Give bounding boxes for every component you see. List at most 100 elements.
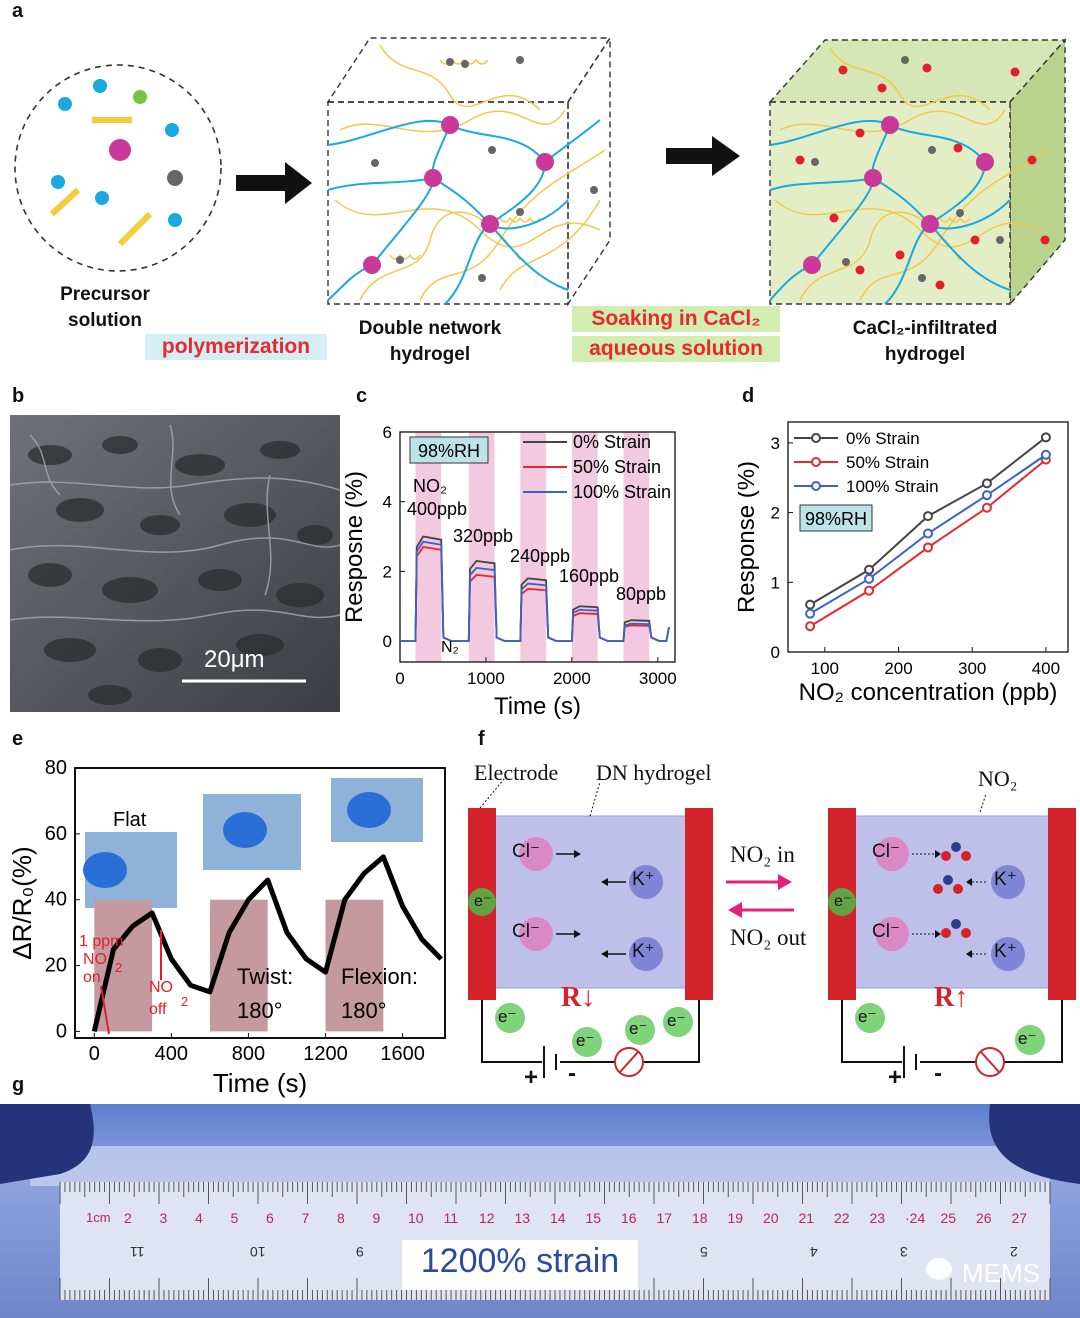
- no2-in-label: NO₂ in: [730, 842, 795, 867]
- shaded-interval: [571, 432, 598, 662]
- x-tick-label: 0: [395, 669, 404, 688]
- strain-label-box: [402, 1240, 638, 1290]
- x-tick-label: 1200: [303, 1043, 348, 1065]
- ruler-number: 19: [727, 1210, 744, 1226]
- ruler-number: 10: [250, 1244, 266, 1260]
- scale-bar-label: 20μm: [204, 646, 265, 673]
- flexion-label: Flexion:: [341, 964, 418, 989]
- arrow-in-icon: [778, 874, 792, 890]
- ruler-number: 5: [230, 1210, 239, 1226]
- electron-label: e⁻: [474, 893, 492, 910]
- series-line: [91, 854, 443, 1032]
- x-axis-label: Time (s): [213, 1068, 307, 1098]
- badge-label: 98%RH: [418, 441, 480, 461]
- series-line: [400, 540, 670, 642]
- double-network-cube: [326, 35, 612, 307]
- plot-frame: [787, 421, 1069, 653]
- ruler-number: 6: [266, 1210, 274, 1226]
- concentration-label: 400ppb: [407, 499, 467, 519]
- stretched-hydrogel-photo: [0, 1104, 1080, 1318]
- y-tick-label: 2: [771, 504, 780, 523]
- hydrogel-strip: [30, 1146, 1050, 1186]
- resistance-up: R↑: [934, 982, 969, 1013]
- n2-label: N₂: [441, 639, 459, 656]
- ruler-number: 5: [700, 1244, 708, 1260]
- battery-minus: -: [934, 1060, 942, 1087]
- ruler-number: 20: [763, 1210, 779, 1226]
- y-tick-label: 60: [45, 823, 67, 845]
- strain-label: 1200% strain: [420, 1242, 620, 1280]
- x-tick-label: 3000: [639, 669, 677, 688]
- ruler-number: 4: [195, 1210, 203, 1226]
- y-axis-label: Resposne (%): [345, 471, 368, 623]
- twist-degree: 180°: [237, 998, 283, 1023]
- ruler-number: 21: [798, 1210, 815, 1226]
- x-tick-label: 400: [1032, 659, 1060, 678]
- cl-label: Cl⁻: [872, 841, 900, 862]
- soaking-line2: aqueous solution: [572, 336, 780, 362]
- ruler-number: 4: [810, 1244, 818, 1260]
- on-label: on: [83, 969, 101, 986]
- electron-label: e⁻: [576, 1031, 595, 1050]
- concentration-label: 320ppb: [453, 526, 513, 546]
- twist-label: Twist:: [237, 964, 293, 989]
- legend-label: 0% Strain: [573, 432, 651, 452]
- panel-f-schematic: [468, 777, 1076, 1078]
- glove-left: [0, 1104, 94, 1184]
- ruler-unit: 1cm: [86, 1210, 111, 1225]
- cl-ion-icon: [519, 837, 553, 871]
- ruler-number: 23: [869, 1210, 886, 1226]
- legend-label: 100% Strain: [573, 482, 671, 502]
- on-label: NO: [83, 951, 107, 968]
- panel-label-g: g: [12, 1074, 25, 1096]
- x-axis-label: Time (s): [494, 693, 581, 720]
- glove-right: [989, 1104, 1080, 1184]
- electron-label: e⁻: [498, 1007, 517, 1026]
- electron-icon: [572, 1027, 602, 1057]
- y-tick-label: 40: [45, 889, 67, 911]
- on-sub: 2: [115, 960, 122, 975]
- double-network-label: Double network hydrogel: [358, 318, 502, 365]
- off-label: off: [149, 1001, 167, 1018]
- panel-label-d: d: [742, 385, 755, 407]
- x-tick-label: 300: [958, 659, 986, 678]
- y-tick-label: 0: [771, 643, 780, 662]
- ruler-number: 9: [356, 1244, 364, 1260]
- electron-icon: [625, 1015, 655, 1045]
- battery-plus: +: [888, 1064, 903, 1091]
- glove-icon: [83, 852, 127, 888]
- x-tick-label: 200: [884, 659, 912, 678]
- wechat-icon: [926, 1258, 952, 1280]
- plot-frame: [74, 767, 446, 1039]
- ruler-number: 26: [976, 1210, 992, 1226]
- x-tick-label: 0: [89, 1043, 100, 1065]
- data-point: [923, 528, 933, 539]
- shaded-interval: [325, 899, 384, 1032]
- ruler-number: 18: [692, 1210, 708, 1226]
- x-tick-label: 400: [155, 1043, 188, 1065]
- concentration-label: 240ppb: [510, 546, 570, 566]
- x-tick-label: 800: [232, 1043, 265, 1065]
- cacl2-cube: [768, 38, 1067, 306]
- ruler-number: 3: [900, 1244, 908, 1260]
- chart-c: 0 1000 2000 3000 0 2 4 6 Time (s) Resposne (%) 98%…: [345, 423, 677, 720]
- legend-label: 50% Strain: [573, 457, 661, 477]
- data-point: [864, 573, 875, 584]
- y-tick-label: 0: [383, 632, 392, 651]
- k-ion-icon: [629, 865, 663, 899]
- k-ion-icon: [629, 937, 663, 971]
- ruler-number: 2: [124, 1210, 132, 1226]
- ruler-number: 12: [479, 1210, 495, 1226]
- arrow-right-icon: [236, 162, 312, 204]
- electron-icon: [663, 1007, 693, 1037]
- resistance-down: R↓: [561, 982, 596, 1013]
- on-label: 1 ppm: [79, 933, 123, 950]
- data-point: [981, 490, 992, 501]
- data-point: [923, 542, 933, 553]
- y-tick-label: 1: [771, 573, 780, 592]
- cl-label: Cl⁻: [512, 841, 540, 862]
- y-axis-label: Response (%): [738, 461, 760, 613]
- data-point: [805, 599, 816, 610]
- sem-image: [10, 415, 340, 712]
- data-point: [981, 502, 992, 513]
